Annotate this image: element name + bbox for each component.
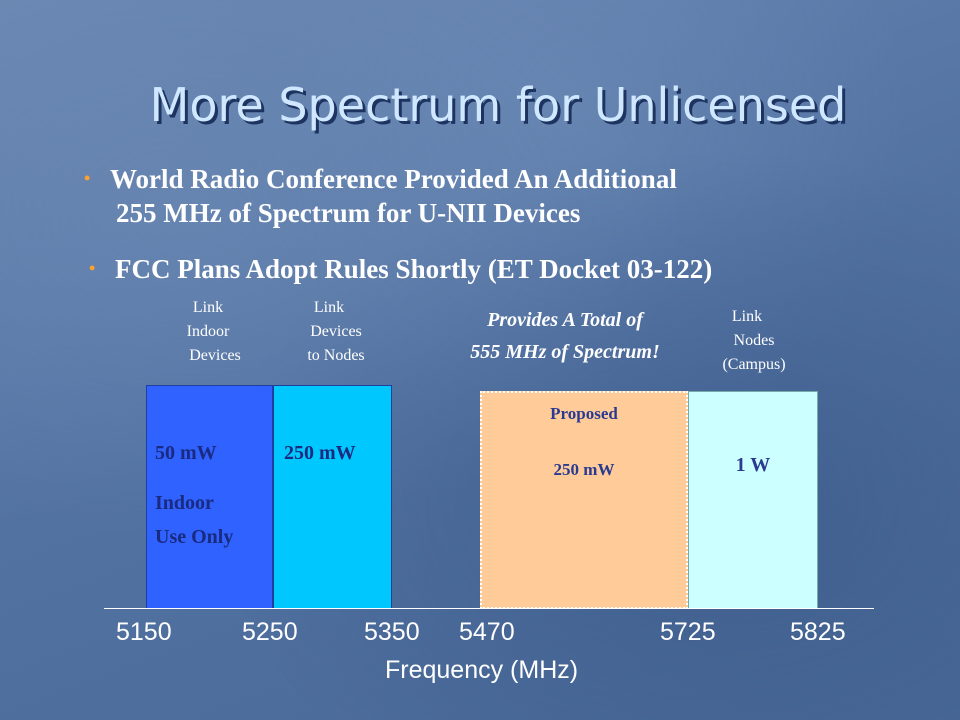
slide-title: More Spectrum for Unlicensed bbox=[149, 78, 847, 132]
tick-5825: 5825 bbox=[790, 618, 846, 646]
caption-line: to Nodes bbox=[307, 347, 365, 364]
bullet-dot-icon: • bbox=[84, 168, 91, 188]
caption-line: Link bbox=[731, 308, 763, 325]
band2-power: 250 mW bbox=[284, 442, 356, 464]
caption-line: Link bbox=[192, 299, 224, 316]
caption-line: Link bbox=[313, 299, 345, 316]
caption-band1: Link Indoor Devices bbox=[158, 296, 258, 368]
band1-note1: Indoor bbox=[155, 492, 214, 514]
total-spectrum-note: Provides A Total of 555 MHz of Spectrum! bbox=[420, 304, 710, 368]
bullet-wrc-line2: 255 MHz of Spectrum for U-NII Devices bbox=[116, 198, 581, 228]
caption-band4: Link Nodes (Campus) bbox=[704, 305, 804, 377]
band-5150-5250: 50 mW Indoor Use Only bbox=[146, 385, 273, 609]
band-5470-5725: Proposed 250 mW bbox=[480, 391, 688, 609]
band-5725-5825: 1 W bbox=[688, 391, 818, 609]
tick-5470: 5470 bbox=[459, 618, 515, 646]
tick-5150: 5150 bbox=[116, 618, 172, 646]
caption-line: Nodes bbox=[733, 332, 775, 349]
caption-line: Devices bbox=[189, 347, 241, 364]
band-5250-5350: 250 mW bbox=[273, 385, 392, 609]
total-note-line: 555 MHz of Spectrum! bbox=[470, 341, 660, 363]
caption-line: (Campus) bbox=[722, 356, 786, 373]
band1-note2: Use Only bbox=[155, 526, 234, 548]
tick-5725: 5725 bbox=[660, 618, 716, 646]
bullet-fcc: • FCC Plans Adopt Rules Shortly (ET Dock… bbox=[89, 252, 713, 286]
band3-power: 250 mW bbox=[553, 460, 615, 479]
caption-line: Devices bbox=[310, 323, 362, 340]
tick-5350: 5350 bbox=[364, 618, 420, 646]
caption-band2: Link Devices to Nodes bbox=[286, 296, 386, 368]
bullet-dot-icon: • bbox=[89, 258, 96, 278]
frequency-axis-line bbox=[104, 608, 874, 609]
bullet-wrc-line1: World Radio Conference Provided An Addit… bbox=[110, 164, 677, 194]
band3-status: Proposed bbox=[550, 404, 618, 423]
caption-line: Indoor bbox=[186, 323, 230, 340]
bullet-fcc-line1: FCC Plans Adopt Rules Shortly (ET Docket… bbox=[115, 254, 713, 284]
axis-label: Frequency (MHz) bbox=[385, 656, 579, 684]
bullet-wrc: • World Radio Conference Provided An Add… bbox=[84, 162, 677, 230]
band1-power: 50 mW bbox=[155, 442, 217, 464]
total-note-line: Provides A Total of bbox=[487, 309, 643, 331]
tick-5250: 5250 bbox=[242, 618, 298, 646]
band4-power: 1 W bbox=[735, 454, 771, 476]
